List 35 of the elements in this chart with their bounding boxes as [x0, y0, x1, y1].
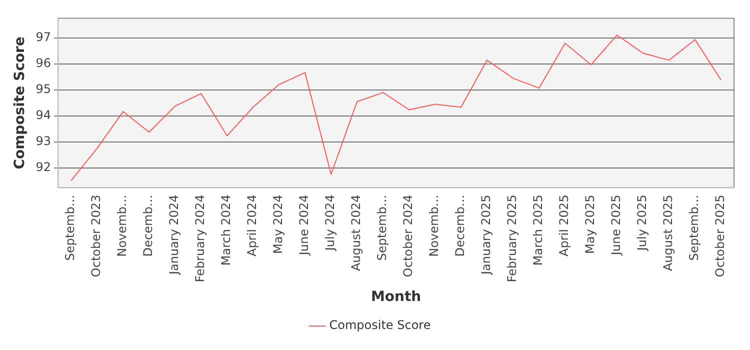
- x-tick-label: Septemb…: [375, 194, 390, 261]
- x-tick-label: April 2024: [245, 194, 260, 256]
- x-tick-label: August 2024: [349, 194, 364, 272]
- y-tick-label: 94: [36, 108, 52, 122]
- x-tick-label: October 2024: [401, 194, 416, 278]
- y-tick-label: 95: [36, 82, 52, 96]
- x-tick-label: February 2024: [193, 194, 208, 282]
- y-tick-label: 93: [36, 134, 52, 148]
- x-tick-label: Novemb…: [427, 194, 442, 257]
- y-tick-label: 92: [36, 160, 52, 174]
- x-tick-label: May 2025: [583, 194, 598, 254]
- x-tick-label: January 2025: [479, 194, 494, 276]
- x-tick-label: August 2025: [661, 194, 676, 272]
- x-tick-label: Novemb…: [115, 194, 130, 257]
- x-tick-label: January 2024: [167, 194, 182, 276]
- x-tick-label: April 2025: [557, 194, 572, 256]
- x-tick-label: Septemb…: [687, 194, 702, 261]
- x-tick-label: June 2025: [609, 194, 624, 256]
- x-tick-label: Decemb…: [453, 194, 468, 257]
- x-tick-label: May 2024: [271, 194, 286, 254]
- x-tick-label: March 2025: [531, 194, 546, 266]
- y-tick-label: 96: [36, 56, 52, 70]
- x-tick-label: October 2023: [89, 194, 104, 278]
- y-axis-title: Composite Score: [12, 36, 28, 170]
- legend-label: Composite Score: [329, 318, 431, 332]
- x-tick-label: Decemb…: [141, 194, 156, 257]
- x-tick-label: October 2025: [713, 194, 728, 278]
- x-tick-label: June 2024: [297, 194, 312, 256]
- x-tick-label: March 2024: [219, 194, 234, 266]
- x-tick-label: Septemb…: [63, 194, 78, 261]
- y-tick-label: 97: [36, 30, 52, 44]
- x-tick-label: July 2024: [323, 194, 338, 252]
- x-tick-label: February 2025: [505, 194, 520, 282]
- x-axis-title: Month: [370, 289, 422, 306]
- x-tick-label: July 2025: [635, 194, 650, 252]
